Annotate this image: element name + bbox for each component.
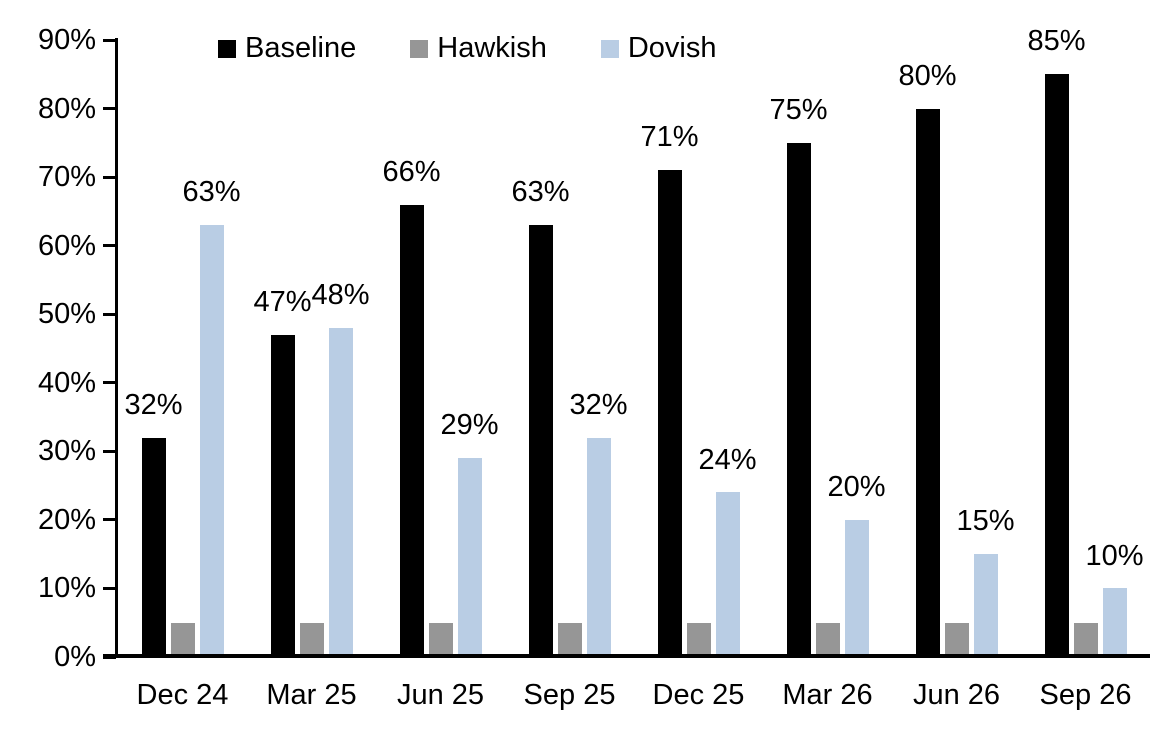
data-label-dovish-mar-25: 48% (311, 279, 370, 312)
data-label-baseline-mar-25: 47% (253, 285, 312, 318)
plot-area: 32% 63% 47% 48% 66% 29% 63% 32% 71% 24% 75% 20% 80% 1… (118, 25, 1150, 657)
x-category-label-jun-26: Jun 26 (912, 679, 1001, 711)
x-category-label-jun-25: Jun 25 (396, 679, 485, 711)
y-tick-mark (103, 38, 116, 42)
x-category-label-mar-26: Mar 26 (782, 679, 873, 711)
data-label-baseline-jun-26: 80% (898, 59, 957, 92)
data-label-dovish-jun-26: 15% (956, 505, 1015, 538)
bar-dovish-dec-24: 63% (182, 176, 241, 657)
y-axis-line (115, 38, 118, 658)
y-tick-label-20%: 20% (37, 503, 96, 536)
bar-group-dec-24: 32% 63% (118, 40, 247, 657)
data-label-baseline-sep-26: 85% (1027, 25, 1086, 58)
x-axis-category-labels: Dec 24 Mar 25 Jun 25 Sep 25 Dec 25 Mar 26 Jun … (118, 678, 1150, 712)
y-tick-mark (103, 175, 116, 179)
bar-hawkish-dec-24 (170, 622, 195, 657)
legend-item-dovish: Dovish (600, 30, 717, 66)
data-label-dovish-sep-25: 32% (569, 388, 628, 421)
bar-dovish-jun-25: 29% (440, 409, 499, 657)
bar-dovish-mar-26: 20% (827, 471, 886, 657)
legend-swatch-icon-baseline (218, 40, 236, 58)
bar-hawkish-jun-25 (428, 622, 453, 657)
y-tick-mark (103, 244, 116, 248)
data-label-baseline-jun-25: 66% (382, 155, 441, 188)
data-label-dovish-dec-24: 63% (182, 176, 241, 209)
bar-baseline-mar-25: 47% (253, 286, 312, 657)
y-tick-label-60%: 60% (37, 229, 96, 262)
bar-dovish-dec-25: 24% (698, 444, 757, 657)
bar-hawkish-sep-26 (1073, 622, 1098, 657)
bar-dovish-sep-26: 10% (1085, 540, 1144, 657)
x-category-label-dec-24: Dec 24 (136, 679, 229, 711)
y-tick-mark (103, 381, 116, 385)
data-label-baseline-dec-24: 32% (124, 388, 183, 421)
bar-baseline-jun-26: 80% (898, 60, 957, 657)
legend-swatch-icon-hawkish (410, 40, 429, 58)
data-label-dovish-dec-25: 24% (698, 443, 757, 476)
bar-hawkish-dec-25 (686, 622, 711, 657)
bar-baseline-mar-26: 75% (769, 94, 828, 657)
legend-swatch-icon-dovish (600, 40, 619, 58)
data-label-dovish-mar-26: 20% (827, 471, 886, 503)
bar-group-sep-25: 63% 32% (505, 40, 634, 657)
bar-group-sep-26: 85% 10% (1021, 25, 1150, 657)
y-tick-label-50%: 50% (37, 298, 96, 331)
y-tick-mark (103, 586, 116, 590)
bar-baseline-sep-26: 85% (1027, 25, 1086, 657)
legend: Baseline Hawkish Dovish (218, 30, 717, 66)
bar-baseline-sep-25: 63% (511, 176, 570, 657)
bar-group-jun-26: 80% 15% (892, 40, 1021, 657)
bar-hawkish-mar-25 (299, 622, 324, 657)
bar-baseline-jun-25: 66% (382, 156, 441, 657)
bar-dovish-jun-26: 15% (956, 505, 1015, 657)
x-axis-line (103, 654, 1150, 658)
bar-baseline-dec-24: 32% (124, 389, 183, 657)
x-category-label-sep-26: Sep 26 (1039, 679, 1132, 711)
y-tick-mark (103, 449, 116, 453)
y-tick-label-30%: 30% (37, 435, 96, 468)
bar-dovish-sep-25: 32% (569, 389, 628, 657)
legend-item-baseline: Baseline (218, 30, 356, 66)
data-label-baseline-mar-26: 75% (769, 93, 828, 126)
y-tick-label-0%: 0% (54, 641, 96, 673)
legend-label-dovish: Dovish (627, 32, 717, 64)
y-tick-label-70%: 70% (37, 161, 96, 194)
bar-baseline-dec-25: 71% (640, 121, 699, 657)
bar-group-mar-25: 47% 48% (247, 40, 376, 657)
bar-hawkish-sep-25 (557, 622, 582, 657)
y-tick-mark (103, 518, 116, 522)
bar-group-dec-25: 71% 24% (634, 40, 763, 657)
x-category-label-dec-25: Dec 25 (652, 679, 745, 711)
legend-label-baseline: Baseline (245, 32, 357, 64)
bar-group-jun-25: 66% 29% (376, 40, 505, 657)
y-tick-label-40%: 40% (37, 366, 96, 399)
x-category-label-sep-25: Sep 25 (523, 679, 616, 711)
y-axis-tick-labels: 0% 10% 20% 30% 40% 50% 60% 70% 80% 90% (0, 25, 100, 672)
legend-label-hawkish: Hawkish (437, 32, 547, 64)
bar-hawkish-mar-26 (815, 622, 840, 657)
data-label-baseline-dec-25: 71% (640, 121, 699, 154)
y-tick-label-80%: 80% (37, 92, 96, 125)
data-label-baseline-sep-25: 63% (511, 176, 570, 209)
data-label-dovish-jun-25: 29% (440, 409, 499, 442)
y-tick-mark (103, 312, 116, 316)
data-label-dovish-sep-26: 10% (1085, 539, 1144, 572)
bar-hawkish-jun-26 (944, 622, 969, 657)
y-tick-label-90%: 90% (37, 24, 96, 56)
x-category-label-mar-25: Mar 25 (266, 679, 357, 711)
bar-group-mar-26: 75% 20% (763, 40, 892, 657)
y-tick-mark (103, 107, 116, 111)
y-tick-label-10%: 10% (37, 572, 96, 605)
bar-dovish-mar-25: 48% (311, 279, 370, 657)
legend-item-hawkish: Hawkish (410, 30, 547, 66)
